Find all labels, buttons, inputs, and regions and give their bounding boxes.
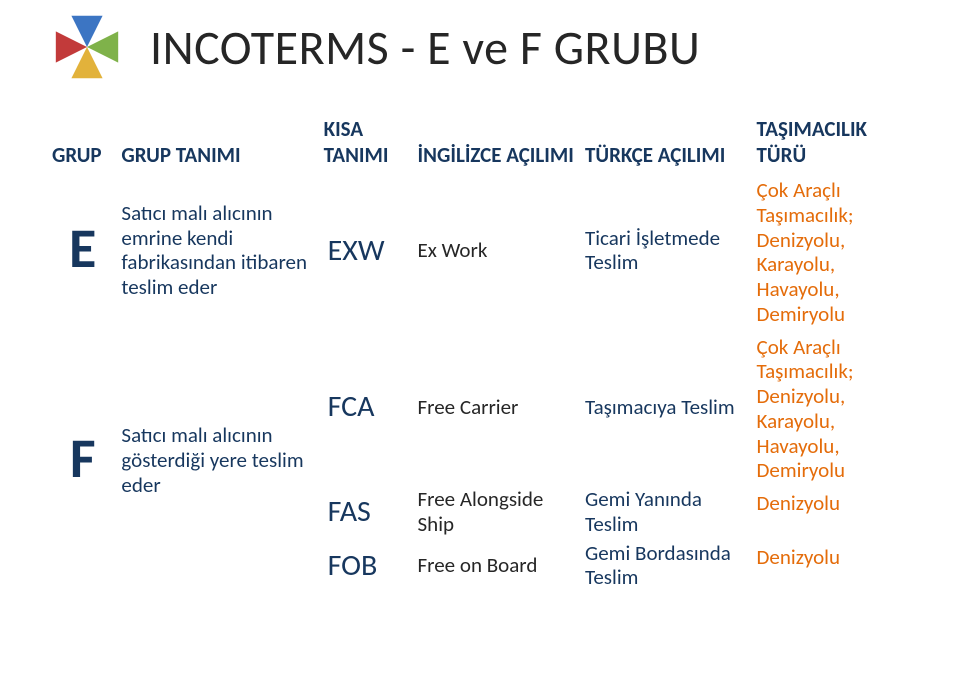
- table-row: F Satıcı malı alıcının gösterdiği yere t…: [48, 329, 920, 486]
- cell-kisa: FOB: [320, 539, 414, 593]
- cell-ing: Ex Work: [414, 172, 581, 329]
- cell-kisa: FCA: [320, 329, 414, 486]
- col-kisa: KISA TANIMI: [320, 114, 414, 172]
- table-row: E Satıcı malı alıcının emrine kendi fabr…: [48, 172, 920, 329]
- cell-tas: Denizyolu: [753, 485, 920, 539]
- slide: INCOTERMS - E ve F GRUBU GRUP GRUP TANIM…: [0, 0, 960, 699]
- col-ing: İNGİLİZCE AÇILIMI: [414, 114, 581, 172]
- col-grup: GRUP: [48, 114, 117, 172]
- group-letter: E: [48, 172, 117, 329]
- cell-ing: Free Alongside Ship: [414, 485, 581, 539]
- cell-tr: Ticari İşletmede Teslim: [581, 172, 753, 329]
- cell-tas: Çok Araçlı Taşımacılık; Denizyolu, Karay…: [753, 329, 920, 486]
- pinwheel-logo-icon: [48, 8, 126, 86]
- cell-tr: Gemi Bordasında Teslim: [581, 539, 753, 593]
- group-tanimi: Satıcı malı alıcının gösterdiği yere tes…: [117, 329, 319, 593]
- cell-tas: Çok Araçlı Taşımacılık; Denizyolu, Karay…: [753, 172, 920, 329]
- cell-tas: Denizyolu: [753, 539, 920, 593]
- cell-tr: Taşımacıya Teslim: [581, 329, 753, 486]
- col-grup-tanimi: GRUP TANIMI: [117, 114, 319, 172]
- col-tas: TAŞIMACILIK TÜRÜ: [753, 114, 920, 172]
- incoterms-table: GRUP GRUP TANIMI KISA TANIMI İNGİLİZCE A…: [48, 114, 920, 592]
- cell-kisa: EXW: [320, 172, 414, 329]
- col-tr: TÜRKÇE AÇILIMI: [581, 114, 753, 172]
- page-title: INCOTERMS - E ve F GRUBU: [150, 18, 700, 77]
- group-tanimi: Satıcı malı alıcının emrine kendi fabrik…: [117, 172, 319, 329]
- header-row: INCOTERMS - E ve F GRUBU: [48, 8, 920, 86]
- cell-kisa: FAS: [320, 485, 414, 539]
- table-header-row: GRUP GRUP TANIMI KISA TANIMI İNGİLİZCE A…: [48, 114, 920, 172]
- group-letter: F: [48, 329, 117, 593]
- cell-ing: Free on Board: [414, 539, 581, 593]
- cell-ing: Free Carrier: [414, 329, 581, 486]
- cell-tr: Gemi Yanında Teslim: [581, 485, 753, 539]
